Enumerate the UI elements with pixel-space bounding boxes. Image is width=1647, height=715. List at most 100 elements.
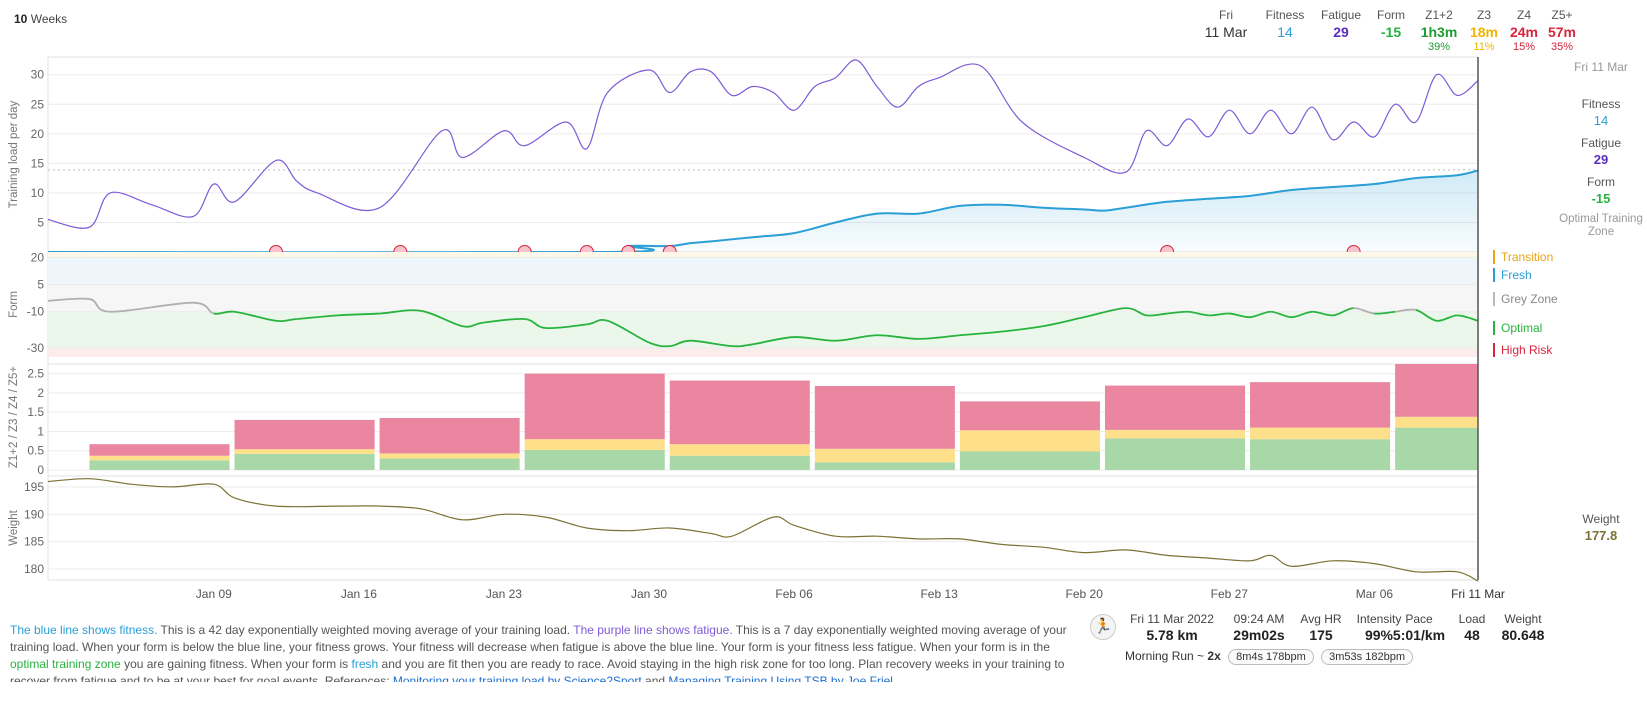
zone-bar-z4z5-week-4 (669, 380, 810, 445)
range-selector[interactable]: 10 Weeks (14, 12, 67, 26)
desc-text-5: and you are fit then you are ready to ra… (378, 657, 932, 671)
activity-summary[interactable]: 🏃 Fri 11 Mar 2022 5.78 km 09:24 AM 29m02… (1090, 612, 1645, 672)
fitness-line (47, 169, 1479, 254)
act-reps: 2x (1207, 649, 1221, 663)
zone-bar-z4z5-week-9 (1395, 364, 1478, 417)
form-line-segment-39 (1312, 310, 1334, 317)
ylabel-1: Form (8, 291, 20, 318)
form-line-segment-25 (918, 334, 960, 340)
zone-bar-z4z5-week-8 (1250, 382, 1391, 428)
zone-bar-z12-week-4 (669, 455, 810, 470)
xtick-3: Jan 30 (631, 587, 667, 601)
form-line-segment-30 (1125, 307, 1147, 317)
range-count: 10 (14, 12, 28, 26)
form-line-segment-10 (420, 309, 463, 328)
running-icon: 🏃 (1090, 614, 1116, 640)
desc-fitness: The blue line shows fitness. (10, 623, 158, 637)
ytick-2-5: 2.5 (27, 367, 44, 381)
rp-form: Form -15 (1587, 175, 1615, 206)
act-intensity: Intensity 99% (1356, 612, 1402, 643)
ytick-2-1: 0.5 (27, 444, 44, 458)
xtick-4: Feb 06 (775, 587, 813, 601)
form-band-4 (48, 347, 1478, 357)
form-line-segment-0 (47, 297, 90, 302)
ytick-3-1: 185 (24, 535, 44, 549)
rp-weight: Weight 177.8 (1582, 512, 1620, 543)
form-line-segment-23 (835, 334, 878, 342)
link-science2sport[interactable]: Monitoring your training load by Science… (392, 674, 642, 682)
desc-text-7: and (641, 674, 669, 682)
form-line-segment-35 (1229, 312, 1251, 319)
xtick-2: Jan 23 (486, 587, 522, 601)
xtick-1: Jan 16 (341, 587, 377, 601)
form-line-segment-15 (586, 319, 608, 326)
ytick-1-3: -30 (27, 341, 45, 355)
act-hr: Avg HR 175 (1300, 612, 1342, 643)
zone-bar-z3-week-2 (379, 453, 520, 459)
form-band-0 (48, 252, 1478, 258)
desc-text-1: This is a 42 day exponentially weighted … (157, 623, 574, 637)
desc-optimal: optimal training zone (10, 657, 121, 671)
form-line-segment-20 (731, 343, 753, 348)
act-name: Morning Run ~ (1125, 649, 1205, 663)
summary-fitness: Fitness 14 (1265, 8, 1305, 40)
zone-high-risk: High Risk (1493, 343, 1552, 357)
link-joe-friel[interactable]: Managing Training Using TSB by Joe Friel (668, 674, 893, 682)
form-band-1 (48, 257, 1478, 285)
ytick-1-1: 5 (37, 278, 44, 292)
zone-grey: Grey Zone (1493, 292, 1558, 306)
form-line-segment-42 (1374, 310, 1396, 315)
ytick-1-0: 20 (31, 250, 45, 264)
zone-bar-z12-week-0 (89, 460, 230, 470)
zone-bar-z3-week-6 (959, 430, 1100, 452)
ylabel-0: Training load per day (8, 100, 20, 208)
form-line-segment-21 (752, 336, 795, 346)
form-line-segment-26 (959, 330, 1002, 337)
form-line-segment-13 (524, 318, 546, 329)
zone-bar-z3-week-7 (1104, 429, 1246, 439)
form-line-segment-34 (1208, 312, 1230, 317)
range-unit: Weeks (30, 12, 68, 26)
form-line-segment-16 (607, 319, 650, 344)
zone-bar-z4z5-week-6 (959, 401, 1100, 431)
form-line-segment-40 (1332, 307, 1354, 317)
act-pace: Pace 5:01/km (1392, 612, 1446, 643)
form-line-segment-14 (545, 323, 587, 330)
zone-bar-z3-week-4 (669, 444, 810, 456)
zone-bar-z12-week-5 (814, 462, 955, 470)
ytick-0-4: 25 (31, 97, 45, 111)
zone-transition: Transition (1493, 250, 1553, 264)
summary-date: Fri 11 Mar (1204, 8, 1248, 40)
form-line-segment-8 (338, 312, 380, 317)
form-line-segment-32 (1167, 310, 1188, 315)
xtick-7: Feb 27 (1211, 587, 1249, 601)
zone-bar-z12-week-7 (1104, 438, 1246, 470)
ylabel-2: Z1+2 / Z3 / Z4 / Z5+ (8, 366, 20, 469)
act-intervals: Morning Run ~ 2x 8m4s 178bpm 3m53s 182bp… (1125, 649, 1413, 665)
rp-fitness: Fitness 14 (1581, 97, 1621, 128)
interval-pill-2[interactable]: 3m53s 182bpm (1321, 649, 1413, 665)
form-band-2 (48, 284, 1478, 312)
form-line-segment-29 (1084, 307, 1126, 319)
form-line-segment-5 (234, 310, 277, 322)
ytick-2-4: 2 (37, 386, 44, 400)
zone-bar-z3-week-5 (814, 448, 955, 463)
form-line-segment-11 (462, 321, 484, 328)
form-line-segment-28 (1042, 316, 1085, 328)
desc-text-2: This is a 7 day exponentially weighted m… (10, 623, 1067, 654)
act-date: Fri 11 Mar 2022 5.78 km (1130, 612, 1214, 643)
zone-bar-z4z5-week-7 (1104, 385, 1246, 430)
rp-fatigue: Fatigue 29 (1580, 136, 1622, 167)
ytick-3-3: 195 (24, 480, 44, 494)
xtick-8: Mar 06 (1356, 587, 1394, 601)
zone-bar-z12-week-2 (379, 458, 520, 470)
ytick-2-3: 1.5 (27, 405, 44, 419)
ytick-0-0: 5 (37, 215, 44, 229)
ytick-0-1: 10 (31, 186, 45, 200)
form-line-segment-24 (876, 334, 919, 340)
desc-fresh: fresh (351, 657, 379, 671)
fitness-area (48, 170, 1478, 253)
ylabel-3: Weight (8, 509, 20, 545)
interval-pill-1[interactable]: 8m4s 178bpm (1228, 649, 1314, 665)
